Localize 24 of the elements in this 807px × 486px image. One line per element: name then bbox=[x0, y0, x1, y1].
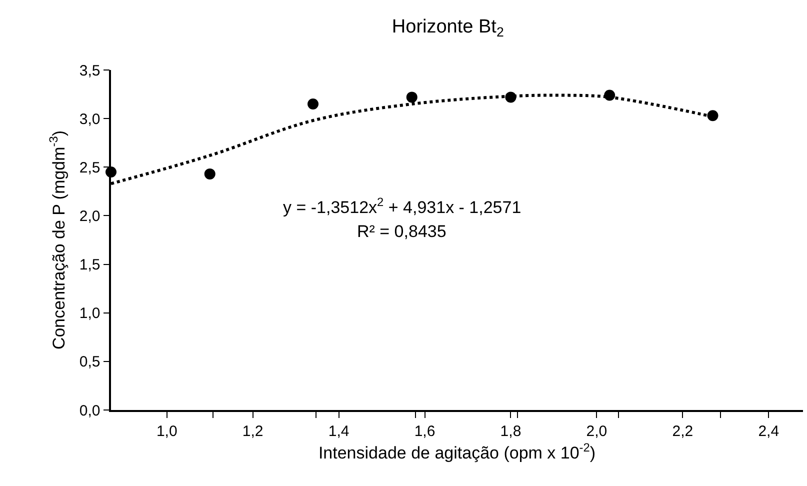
x-tick-label: 1,4 bbox=[328, 422, 350, 440]
y-tick-label: 3,0 bbox=[79, 110, 100, 128]
point bbox=[707, 110, 718, 122]
point bbox=[406, 92, 418, 103]
x-tick-label: 1,2 bbox=[242, 422, 264, 440]
x-tick-label: 1,0 bbox=[156, 422, 178, 440]
y-tick-label: 2,5 bbox=[79, 159, 100, 176]
chart-title: Horizonte Bt$_{2}$ bbox=[392, 16, 504, 40]
y-tick-label: 2,0 bbox=[79, 208, 100, 225]
y-tick-label: 0,0 bbox=[79, 402, 100, 420]
y-tick-label: 1,5 bbox=[79, 256, 100, 274]
y-tick-label: 0,5 bbox=[79, 354, 100, 371]
x-tick-label: 2,2 bbox=[672, 422, 694, 440]
y-tick-label: 3,5 bbox=[79, 62, 100, 80]
x-tick-label: 1,6 bbox=[414, 422, 436, 440]
point bbox=[204, 168, 216, 180]
annotation: R² = 0,8435 bbox=[357, 222, 446, 241]
y-tick-label: 1,0 bbox=[79, 305, 100, 322]
point bbox=[308, 98, 319, 110]
x-tick-label: 2,4 bbox=[758, 422, 780, 440]
annotation: y = -1,3512x$^{2}$ + 4,931x - 1,2571 bbox=[283, 195, 522, 218]
x-axis-title: Intensidade de agitação (opm x 10$^{-2}$) bbox=[318, 440, 596, 463]
x-tick-label: 2,0 bbox=[586, 422, 608, 440]
x-tick-label: 1,8 bbox=[500, 422, 522, 440]
